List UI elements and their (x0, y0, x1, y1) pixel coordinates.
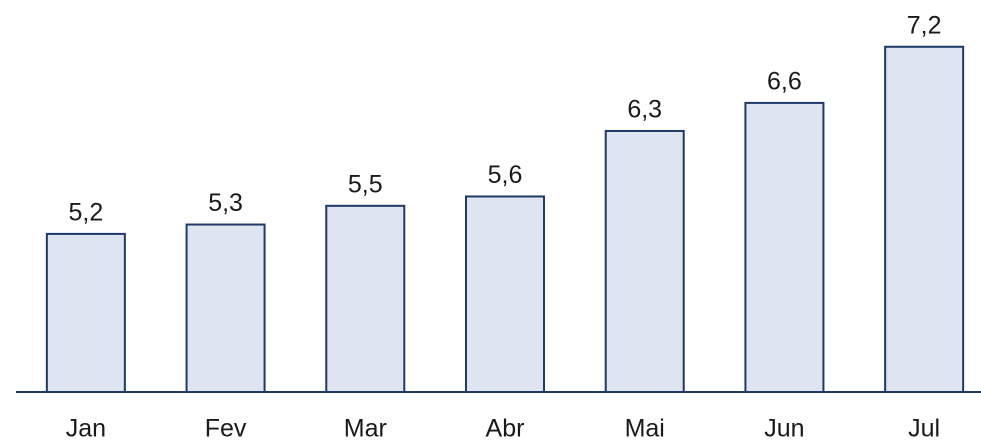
bar (185, 223, 266, 393)
value-label: 6,6 (767, 68, 802, 96)
x-tick-label: Mar (344, 415, 387, 443)
bar (465, 195, 545, 393)
bar (604, 129, 685, 393)
value-label: 5,6 (488, 161, 523, 189)
bar (744, 101, 825, 394)
value-label: 7,2 (907, 11, 942, 39)
x-tick-label: Jun (764, 415, 804, 443)
x-tick-label: Jan (66, 415, 106, 443)
value-label: 5,5 (348, 170, 383, 198)
value-label: 6,3 (627, 96, 662, 124)
x-tick-label: Jul (908, 415, 940, 443)
x-tick-label: Mai (625, 415, 665, 443)
value-label: 5,3 (208, 189, 243, 217)
bar (325, 204, 406, 393)
bar (884, 45, 965, 393)
bar (45, 232, 126, 393)
value-label: 5,2 (68, 198, 103, 226)
x-tick-label: Fev (205, 415, 247, 443)
x-tick-label: Abr (486, 415, 525, 443)
